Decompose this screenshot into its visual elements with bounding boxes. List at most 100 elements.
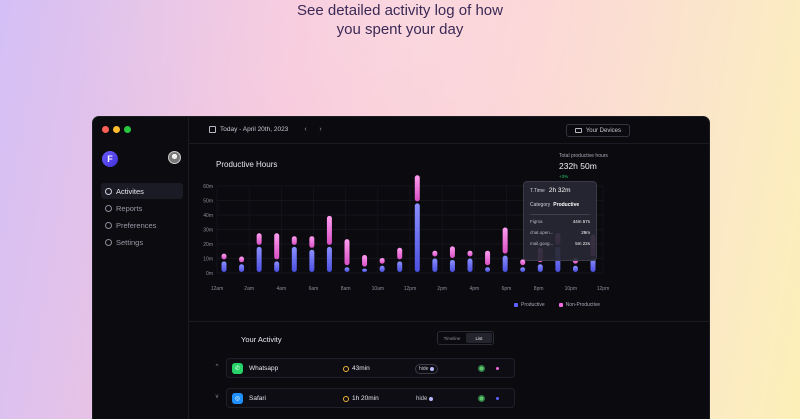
bar-productive [572,265,578,272]
bar-non-productive [344,239,350,266]
sidebar-item-activities[interactable]: Activites [101,183,183,199]
bar-non-productive [326,215,332,245]
sidebar-item-preferences[interactable]: Preferences [101,217,183,233]
sidebar-item-settings[interactable]: Settings [101,234,183,250]
x-tick-label: 6am [309,286,319,292]
bar-non-productive [397,247,403,260]
y-tick-label: 60m [203,184,213,190]
bar-productive [379,265,385,272]
bar-productive [432,258,438,272]
bar-non-productive [502,227,508,254]
tooltip-app-row: mail.goog... 5m 22s [530,241,590,246]
tooltip-app-time: 5m 22s [575,241,590,246]
category-dot [496,367,499,370]
x-tick-label: 2pm [437,286,447,292]
tooltip-app-name: chat.open... [530,230,554,235]
view-toggle: Timeline List [437,331,494,345]
bar-non-productive [485,250,491,266]
preferences-icon [105,221,112,229]
x-tick-label: 12am [211,286,224,292]
total-delta: +3% [559,174,569,179]
activity-icon [105,187,112,195]
bar-productive [590,258,596,272]
tooltip-category-label: Category [530,202,551,208]
bar-productive [239,264,245,272]
avatar[interactable] [168,151,181,164]
expand-chevron-icon[interactable]: v [215,394,219,400]
bar-non-productive [379,257,385,264]
total-productive: Total productive hours 232h 50m +3% [559,153,608,179]
activity-row[interactable]: ^ ✆ Whatsapp 43min hide [216,358,515,378]
legend-non-productive[interactable]: Non-Productive [558,302,600,308]
app-window: F Activites Reports Preferences Settings [92,116,710,419]
date-selector[interactable]: Today - April 20th, 2023 [209,126,288,133]
section-divider [189,321,709,322]
bar-productive [414,203,420,272]
x-tick-label: 6pm [502,286,512,292]
chart-legend: Productive Non-Productive [514,302,600,308]
y-tick-label: 0m [206,271,213,277]
category-dot [496,397,499,400]
sidebar-item-label: Preferences [116,220,157,230]
sidebar-item-label: Reports [116,203,143,213]
tab-list[interactable]: List [466,333,492,343]
total-label: Total productive hours [559,153,608,159]
bar-productive [397,261,403,272]
bar-non-productive [432,250,438,257]
productive-hours-chart: 60m 50m 40m 30m 20m 10m 0m 12am 2am 4am 6am 8am 10a… [203,175,610,292]
bar-productive [309,249,315,272]
legend-label: Productive [521,302,545,308]
collapse-chevron-icon[interactable]: ^ [215,364,219,370]
hide-button[interactable]: hide [415,395,434,403]
bar-productive [326,246,332,272]
prev-day-button[interactable]: ‹ [304,126,307,133]
bar-productive [485,267,491,272]
tab-timeline[interactable]: Timeline [443,335,461,341]
app-time: 43min [343,365,370,372]
legend-swatch-productive [514,303,518,307]
x-tick-label: 10pm [565,286,578,292]
window-controls [102,126,131,133]
reports-icon [105,204,112,212]
x-axis-labels: 12am 2am 4am 6am 8am 10am 12pm 2pm 4pm 6pm 8pm 10pm… [211,286,610,292]
y-tick-label: 10m [203,257,213,263]
sidebar-item-reports[interactable]: Reports [101,200,183,216]
activity-row[interactable]: v ◎ Safari 1h 20min hide [216,388,515,408]
calendar-icon [209,126,216,133]
hide-button[interactable]: hide [415,364,439,374]
headline-line-2: you spent your day [336,21,464,38]
tooltip-app-row: chat.open... 29m [530,230,590,235]
y-tick-label: 30m [203,228,213,234]
legend-swatch-non-productive [558,303,563,307]
bar-non-productive [256,233,262,245]
globe-icon [478,395,485,402]
bar-non-productive [221,253,227,260]
main-panel: Today - April 20th, 2023 ‹ › Your Device… [189,117,709,419]
bar-non-productive [239,256,245,263]
app-time: 1h 20min [343,395,379,402]
your-devices-button[interactable]: Your Devices [565,124,630,137]
minimize-window-button[interactable] [113,126,120,133]
tooltip-category-value: Productive [553,202,580,208]
hide-label: hide [416,396,428,402]
close-window-button[interactable] [102,126,109,133]
tooltip-category: Category Productive [530,202,590,208]
legend-productive[interactable]: Productive [514,302,545,308]
sidebar-item-label: Settings [116,237,144,247]
eye-icon [429,397,434,401]
globe-icon [478,365,485,372]
date-label: Today - April 20th, 2023 [220,126,289,133]
sidebar-item-label: Activites [116,186,144,196]
next-day-button[interactable]: › [319,126,322,133]
app-logo: F [102,151,118,167]
bar-non-productive [467,250,473,257]
bar-non-productive [291,236,297,245]
tooltip-app-name: mail.goog... [530,241,554,246]
activity-title: Your Activity [241,335,282,344]
maximize-window-button[interactable] [124,126,131,133]
app-time-value: 1h 20min [352,395,379,402]
x-tick-label: 12pm [404,286,417,292]
bar-non-productive [309,236,315,248]
bar-productive [291,246,297,272]
sidebar: F Activites Reports Preferences Settings [93,117,189,419]
